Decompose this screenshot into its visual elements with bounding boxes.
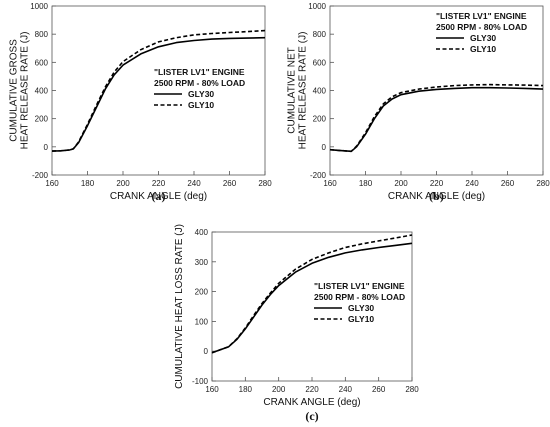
series-line-gly30 (211, 242, 413, 354)
x-tick-label: 240 (339, 385, 353, 394)
x-tick-label: 260 (223, 179, 237, 188)
legend-entry: GLY30 (188, 89, 214, 99)
legend-entry: GLY30 (348, 303, 374, 313)
panel-label: (a) (152, 189, 166, 203)
series-line-gly10 (51, 29, 266, 152)
chart-panel-2: 160 180 200 220 240 260 280 -200 0 200 400 600 800 10… (287, 2, 550, 203)
legend-title: 2500 RPM - 80% LOAD (154, 78, 245, 88)
legend-title: 2500 RPM - 80% LOAD (436, 22, 527, 32)
y-tick-label: 300 (195, 258, 209, 267)
legend-title: "LISTER LV1" ENGINE (154, 67, 245, 77)
chart-panel-1: 160 180 200 220 240 260 280 -200 0 200 400 600 800 10… (9, 2, 273, 203)
x-tick-label: 160 (45, 179, 59, 188)
legend-title: "LISTER LV1" ENGINE (436, 11, 527, 21)
x-tick-label: 220 (430, 179, 444, 188)
legend-box (310, 280, 410, 324)
x-tick-label: 280 (536, 179, 550, 188)
legend-box (432, 10, 541, 55)
series-line-gly30 (329, 86, 544, 153)
y-tick-label: 200 (35, 115, 49, 124)
legend-entry: GLY10 (348, 314, 374, 324)
chart-panel-3: 160 180 200 220 240 260 280 -100 0 100 200 300 400 CR… (174, 224, 419, 423)
y-tick-label: 0 (322, 143, 327, 152)
series-line-gly10 (211, 234, 413, 354)
legend-entry: GLY30 (470, 33, 496, 43)
y-tick-label: 200 (313, 115, 327, 124)
x-tick-label: 160 (323, 179, 337, 188)
y-axis-title: HEAT RELEASE RATE (J) (20, 32, 31, 150)
x-tick-label: 200 (272, 385, 286, 394)
x-tick-label: 200 (116, 179, 130, 188)
x-tick-label: 260 (372, 385, 386, 394)
x-tick-label: 180 (359, 179, 373, 188)
series-line-gly10 (329, 83, 544, 153)
x-tick-label: 240 (187, 179, 201, 188)
y-tick-label: 400 (35, 87, 49, 96)
x-axis-title: CRANK ANGLE (deg) (263, 397, 360, 408)
y-tick-label: 100 (195, 317, 209, 326)
legend-title: "LISTER LV1" ENGINE (314, 281, 405, 291)
x-axis-title: CRANK ANGLE (deg) (110, 191, 207, 202)
y-tick-label: 400 (313, 87, 327, 96)
legend-box (150, 66, 252, 110)
y-tick-label: 1000 (308, 2, 326, 11)
y-tick-label: -200 (32, 171, 49, 180)
x-tick-label: 220 (152, 179, 166, 188)
y-axis-title: CUMULATIVE HEAT LOSS RATE (J) (174, 224, 185, 389)
panel-label: (c) (305, 409, 318, 423)
x-tick-label: 280 (258, 179, 272, 188)
x-tick-label: 240 (465, 179, 479, 188)
y-axis-title: CUMULATIVE GROSS (9, 39, 20, 142)
legend-title: 2500 RPM - 80% LOAD (314, 292, 405, 302)
x-tick-label: 160 (205, 385, 219, 394)
y-tick-label: 600 (313, 58, 327, 67)
y-tick-label: 600 (35, 58, 49, 67)
x-tick-label: 180 (81, 179, 95, 188)
x-axis-title: CRANK ANGLE (deg) (388, 191, 485, 202)
legend-entry: GLY10 (188, 100, 214, 110)
y-tick-label: 0 (204, 347, 209, 356)
y-tick-label: -100 (192, 377, 209, 386)
x-tick-label: 280 (405, 385, 419, 394)
y-tick-label: -200 (310, 171, 327, 180)
y-tick-label: 200 (195, 288, 209, 297)
x-tick-label: 200 (394, 179, 408, 188)
y-axis-title: CUMULATIVE NET (287, 47, 298, 134)
y-tick-label: 800 (35, 30, 49, 39)
panel-label: (b) (429, 189, 444, 203)
x-tick-label: 220 (305, 385, 319, 394)
y-axis-title: HEAT RELEASE RATE (J) (298, 32, 309, 150)
y-tick-label: 1000 (30, 2, 48, 11)
x-tick-label: 180 (239, 385, 253, 394)
y-tick-label: 400 (195, 228, 209, 237)
x-tick-label: 260 (501, 179, 515, 188)
legend-entry: GLY10 (470, 44, 496, 54)
y-tick-label: 0 (44, 143, 49, 152)
y-tick-label: 800 (313, 30, 327, 39)
